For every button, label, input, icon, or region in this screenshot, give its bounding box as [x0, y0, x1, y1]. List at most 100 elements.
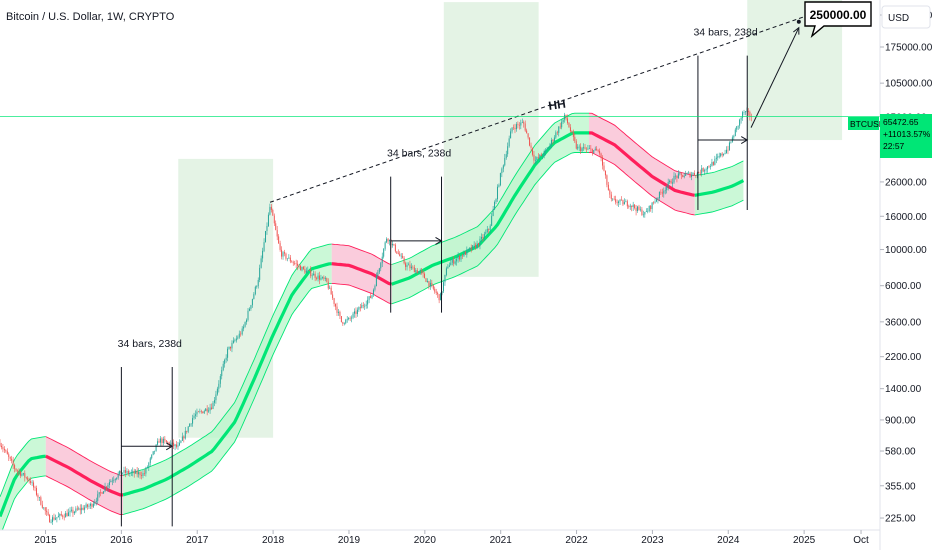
- candle-body: [192, 418, 194, 424]
- candle-body: [478, 243, 480, 246]
- y-tick-label: 10000.00: [885, 245, 927, 256]
- candle-body: [342, 322, 344, 324]
- price-series: [0, 107, 752, 525]
- candle-body: [302, 266, 304, 269]
- candle-body: [174, 444, 176, 447]
- candle-body: [460, 255, 462, 260]
- candle-body: [607, 184, 609, 191]
- candle-body: [714, 158, 716, 165]
- candle-body: [629, 205, 631, 207]
- candle-body: [200, 411, 202, 412]
- candle-body: [161, 438, 163, 443]
- candle-body: [2, 447, 4, 449]
- candle-body: [81, 507, 83, 511]
- candle-body: [482, 236, 484, 239]
- price-tag: BTCUSD 65472.65 +11013.57% 22:57: [848, 114, 932, 158]
- candle-body: [542, 155, 544, 157]
- candle-body: [330, 287, 332, 295]
- candle-body: [533, 154, 535, 161]
- candle-body: [632, 204, 634, 208]
- candle-body: [294, 263, 296, 264]
- candle-body: [622, 200, 624, 205]
- candle-body: [272, 209, 274, 216]
- candle-body: [488, 229, 490, 230]
- candle-body: [337, 311, 339, 313]
- candle-body: [599, 150, 601, 154]
- candle-body: [5, 450, 7, 452]
- candle-body: [54, 518, 56, 520]
- candle-body: [78, 508, 80, 510]
- candle-body: [444, 274, 446, 283]
- candle-body: [139, 472, 141, 476]
- candle-body: [40, 497, 42, 505]
- candle-body: [246, 319, 248, 323]
- candle-body: [0, 445, 2, 448]
- currency-button[interactable]: [881, 5, 931, 29]
- band-centre-line: [122, 262, 332, 497]
- candle-body: [555, 132, 557, 138]
- candle-body: [483, 233, 485, 239]
- candle-body: [12, 460, 14, 466]
- candle-body: [581, 148, 583, 152]
- candle-body: [461, 255, 463, 257]
- candle-body: [635, 207, 637, 211]
- candle-body: [31, 482, 33, 484]
- candle-body: [213, 400, 215, 403]
- candle-body: [456, 258, 458, 262]
- candle-body: [285, 253, 287, 259]
- candle-body: [418, 271, 420, 273]
- time-axis[interactable]: 2015 2016 2017 2018 2019 2020 2021 2022 2023 2024…: [34, 530, 869, 546]
- candle-body: [371, 295, 373, 298]
- candle-body: [724, 152, 726, 154]
- candle-body: [604, 170, 606, 176]
- candle-body: [313, 273, 315, 276]
- candle-body: [397, 253, 399, 254]
- candle-body: [702, 168, 704, 172]
- candle-body: [362, 305, 364, 306]
- candle-body: [578, 146, 580, 148]
- candle-body: [152, 451, 154, 455]
- candle-body: [183, 436, 185, 439]
- candle-body: [507, 146, 509, 155]
- candle-body: [218, 383, 220, 389]
- candle-body: [288, 257, 290, 259]
- candle-body: [491, 216, 493, 226]
- pattern-label: HH: [547, 97, 566, 113]
- candle-body: [638, 206, 640, 210]
- candle-body: [316, 277, 318, 279]
- candle-body: [720, 153, 722, 157]
- candle-body: [11, 458, 13, 461]
- candle-body: [562, 119, 564, 123]
- band-centre-line: [45, 454, 123, 497]
- candle-body: [701, 168, 703, 174]
- candle-body: [736, 126, 738, 130]
- candle-body: [568, 122, 570, 128]
- candle-body: [591, 149, 593, 154]
- candle-body: [270, 206, 272, 210]
- candle-body: [410, 266, 412, 269]
- candle-body: [117, 473, 119, 478]
- candle-body: [696, 172, 698, 176]
- candle-body: [72, 509, 74, 514]
- candle-body: [726, 149, 728, 153]
- candle-body: [50, 521, 52, 523]
- band-centre-line: [0, 454, 46, 518]
- candle-body: [351, 317, 353, 319]
- candle-body: [247, 310, 249, 320]
- candle-body: [318, 275, 320, 280]
- candle-body: [425, 278, 427, 282]
- candle-body: [501, 168, 503, 174]
- candle-body: [593, 150, 595, 154]
- candle-body: [670, 180, 672, 184]
- candle-body: [609, 190, 611, 195]
- candle-body: [28, 480, 30, 481]
- candle-body: [577, 146, 579, 149]
- candle-body: [190, 423, 192, 425]
- candle-body: [606, 175, 608, 185]
- candle-body: [386, 238, 388, 243]
- y-tick-label: 2200.00: [885, 352, 922, 363]
- candle-body: [655, 199, 657, 202]
- candle-body: [508, 138, 510, 147]
- candle-body: [157, 441, 159, 445]
